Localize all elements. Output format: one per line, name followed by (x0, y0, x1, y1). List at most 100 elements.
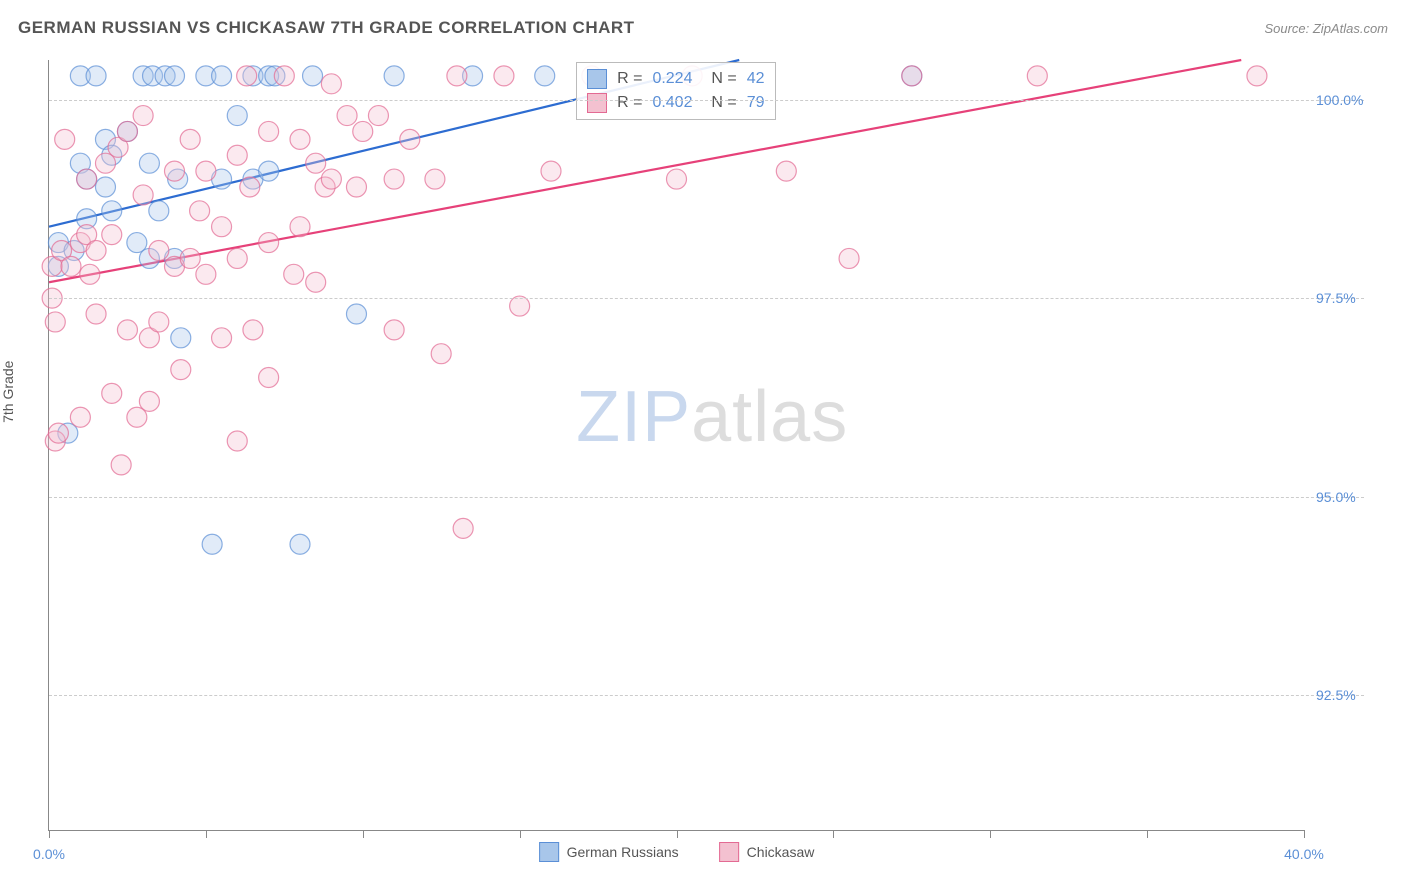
scatter-point (227, 145, 247, 165)
stats-n-value: 79 (747, 91, 765, 115)
scatter-point (1027, 66, 1047, 86)
scatter-point (212, 328, 232, 348)
scatter-point (453, 518, 473, 538)
scatter-point (431, 344, 451, 364)
scatter-point (149, 201, 169, 221)
scatter-point (227, 248, 247, 268)
stats-swatch (587, 69, 607, 89)
scatter-point (86, 66, 106, 86)
xtick (990, 830, 991, 838)
scatter-point (139, 391, 159, 411)
scatter-point (447, 66, 467, 86)
scatter-point (55, 129, 75, 149)
xtick (206, 830, 207, 838)
scatter-point (353, 121, 373, 141)
scatter-point (243, 320, 263, 340)
scatter-point (259, 121, 279, 141)
scatter-point (776, 161, 796, 181)
scatter-point (667, 169, 687, 189)
scatter-point (117, 121, 137, 141)
scatter-point (117, 320, 137, 340)
stats-n-label: N = (702, 91, 736, 115)
scatter-point (290, 217, 310, 237)
scatter-point (149, 241, 169, 261)
scatter-point (284, 264, 304, 284)
stats-box: R =0.224 N =42R =0.402 N =79 (576, 62, 775, 120)
scatter-point (86, 241, 106, 261)
scatter-point (45, 312, 65, 332)
scatter-point (180, 248, 200, 268)
scatter-point (86, 304, 106, 324)
stats-n-value: 42 (747, 67, 765, 91)
scatter-point (149, 312, 169, 332)
legend-item: Chickasaw (719, 842, 815, 862)
scatter-point (274, 66, 294, 86)
scatter-point (70, 407, 90, 427)
scatter-point (384, 320, 404, 340)
xtick-label: 40.0% (1284, 846, 1324, 862)
xtick (49, 830, 50, 838)
xtick (1304, 830, 1305, 838)
scatter-point (384, 66, 404, 86)
scatter-point (111, 455, 131, 475)
ytick-label: 92.5% (1316, 687, 1396, 703)
scatter-point (535, 66, 555, 86)
stats-r-value: 0.224 (652, 67, 692, 91)
stats-n-label: N = (702, 67, 736, 91)
scatter-point (227, 431, 247, 451)
stats-swatch (587, 93, 607, 113)
scatter-point (425, 169, 445, 189)
scatter-point (165, 161, 185, 181)
scatter-point (240, 177, 260, 197)
gridline-h (49, 497, 1364, 498)
scatter-point (541, 161, 561, 181)
legend-label: German Russians (567, 844, 679, 860)
scatter-point (400, 129, 420, 149)
chart-title: GERMAN RUSSIAN VS CHICKASAW 7TH GRADE CO… (18, 18, 635, 38)
stats-row: R =0.224 N =42 (587, 67, 764, 91)
legend-swatch (539, 842, 559, 862)
ytick-label: 95.0% (1316, 489, 1396, 505)
scatter-point (290, 534, 310, 554)
scatter-point (196, 264, 216, 284)
scatter-point (306, 153, 326, 173)
xtick (833, 830, 834, 838)
gridline-h (49, 298, 1364, 299)
chart-source: Source: ZipAtlas.com (1264, 21, 1388, 36)
xtick (520, 830, 521, 838)
scatter-point (321, 74, 341, 94)
scatter-point (306, 272, 326, 292)
scatter-point (346, 304, 366, 324)
scatter-point (180, 129, 200, 149)
gridline-h (49, 100, 1364, 101)
scatter-point (80, 264, 100, 284)
scatter-point (384, 169, 404, 189)
scatter-point (102, 383, 122, 403)
scatter-point (494, 66, 514, 86)
scatter-point (102, 225, 122, 245)
scatter-point (368, 106, 388, 126)
stats-row: R =0.402 N =79 (587, 91, 764, 115)
scatter-point (337, 106, 357, 126)
scatter-point (227, 106, 247, 126)
scatter-point (171, 360, 191, 380)
scatter-point (133, 106, 153, 126)
scatter-point (212, 66, 232, 86)
scatter-point (102, 201, 122, 221)
xtick (1147, 830, 1148, 838)
scatter-point (902, 66, 922, 86)
scatter-point (202, 534, 222, 554)
scatter-point (237, 66, 257, 86)
scatter-point (61, 256, 81, 276)
scatter-point (259, 161, 279, 181)
stats-r-value: 0.402 (652, 91, 692, 115)
legend-label: Chickasaw (747, 844, 815, 860)
legend-item: German Russians (539, 842, 679, 862)
legend-bottom: German Russians Chickasaw (539, 842, 815, 862)
scatter-point (1247, 66, 1267, 86)
scatter-point (290, 129, 310, 149)
scatter-point (196, 161, 216, 181)
scatter-point (165, 66, 185, 86)
plot-area: ZIPatlas R =0.224 N =42R =0.402 N =79 Ge… (48, 60, 1304, 831)
scatter-point (212, 217, 232, 237)
